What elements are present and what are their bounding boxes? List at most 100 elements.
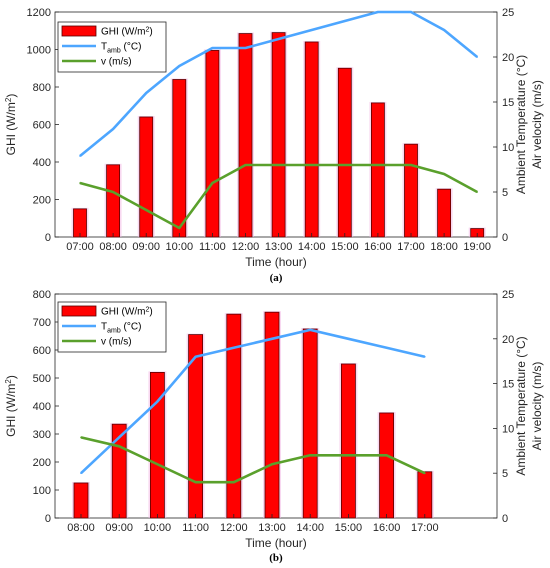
right-tick-label: 10 <box>502 142 514 154</box>
line-tamb-point <box>377 11 379 13</box>
bar-ghi <box>106 164 120 238</box>
y-axis-label-right-2: Air velocity (m/s) <box>530 362 544 451</box>
right-tick-label: 20 <box>502 334 514 346</box>
panel-caption: (b) <box>269 552 283 564</box>
x-tick-label: 12:00 <box>220 522 248 534</box>
line-tamb-point <box>244 47 247 49</box>
chart-panel-1: 0 200 400 600 800 1000 1200 0 5 10 15 20 25 07:00 08:0… <box>4 7 544 284</box>
left-tick-label: 0 <box>45 513 51 525</box>
line-velocity-point <box>377 164 379 166</box>
left-tick-label: 0 <box>45 232 51 244</box>
x-tick-label: 12:00 <box>232 241 260 253</box>
x-tick-label: 19:00 <box>463 241 491 253</box>
line-velocity-point <box>156 463 159 466</box>
line-velocity-point <box>194 481 197 483</box>
line-tamb-point <box>194 355 197 358</box>
bar-ghi <box>73 482 89 519</box>
left-tick-label: 400 <box>33 157 51 169</box>
x-tick-label: 10:00 <box>144 522 172 534</box>
line-tamb-point <box>156 400 159 403</box>
line-tamb-point <box>118 436 120 439</box>
x-tick-label: 09:00 <box>105 522 133 534</box>
panel-caption: (a) <box>270 272 283 284</box>
x-tick-label: 13:00 <box>258 522 286 534</box>
line-velocity-point <box>211 182 214 184</box>
x-tick-label: 11:00 <box>199 241 226 253</box>
line-velocity <box>80 436 426 484</box>
bar-ghi <box>264 311 280 519</box>
x-tick-label: 15:00 <box>335 522 363 534</box>
line-velocity-point <box>410 164 412 166</box>
line-velocity-point <box>79 182 81 184</box>
x-tick-label: 13:00 <box>265 241 293 253</box>
y-axis-label-left: GHI (W/m2) <box>4 375 18 437</box>
line-velocity-point <box>244 164 247 166</box>
line-velocity-point <box>145 209 147 211</box>
line-tamb-point <box>310 29 313 31</box>
line-tamb-point <box>178 65 181 67</box>
line-velocity-point <box>385 454 388 457</box>
x-tick-label: 08:00 <box>99 241 127 253</box>
line-velocity-point <box>277 164 280 166</box>
bar-ghi <box>337 67 352 238</box>
y-axis-label-left: GHI (W/m2) <box>4 94 18 156</box>
line-velocity-point <box>178 227 181 229</box>
left-tick-label: 600 <box>33 345 51 357</box>
left-tick-label: 200 <box>33 195 51 207</box>
line-tamb-point <box>309 329 312 331</box>
bar-ghi <box>73 208 87 238</box>
bar-ghi <box>172 79 187 238</box>
y-axis-label-right-1: Ambient Temperature (°C) <box>514 55 528 194</box>
legend: GHI (W/m2)Tamb (°C)v (m/s) <box>57 21 167 73</box>
right-tick-label: 20 <box>502 52 514 64</box>
line-tamb-point <box>277 38 280 40</box>
x-tick-label: 14:00 <box>298 241 326 253</box>
legend-label: v (m/s) <box>101 57 132 68</box>
x-tick-label: 17:00 <box>411 522 439 534</box>
right-tick-label: 15 <box>502 97 514 109</box>
y-axis-label-right-2: Air velocity (m/s) <box>530 80 544 169</box>
line-tamb-point <box>424 355 426 358</box>
left-tick-label: 400 <box>33 401 51 413</box>
legend-label: GHI (W/m2) <box>101 27 153 38</box>
line-velocity-point <box>118 445 120 448</box>
x-tick-label: 14:00 <box>296 522 324 534</box>
bar-ghi <box>404 143 418 238</box>
bar-ghi <box>379 412 395 519</box>
x-axis-label: Time (hour) <box>245 255 307 269</box>
legend-label: GHI (W/m2) <box>101 307 153 318</box>
left-tick-label: 800 <box>33 289 51 301</box>
line-tamb-point <box>385 346 388 349</box>
line-velocity-point <box>112 191 114 193</box>
bar-ghi <box>437 188 452 238</box>
left-tick-label: 1200 <box>27 7 51 19</box>
bar-ghi <box>370 102 385 238</box>
line-velocity-point <box>310 164 313 166</box>
bar-ghi <box>271 32 286 238</box>
line-velocity-point <box>344 164 346 166</box>
x-axis-label: Time (hour) <box>245 536 307 550</box>
line-velocity-point <box>347 454 350 457</box>
right-tick-label: 0 <box>502 232 508 244</box>
line-velocity-point <box>424 472 426 475</box>
right-tick-label: 5 <box>502 468 508 480</box>
left-tick-label: 200 <box>33 457 51 469</box>
legend-swatch-ghi <box>61 305 97 317</box>
line-tamb-point <box>80 472 82 475</box>
x-tick-label: 07:00 <box>66 241 94 253</box>
line-velocity-point <box>271 463 273 466</box>
x-tick-label: 16:00 <box>364 241 392 253</box>
line-tamb-point <box>233 346 235 349</box>
line-velocity-point <box>309 454 312 457</box>
line-tamb <box>80 328 426 475</box>
right-tick-label: 0 <box>502 513 508 525</box>
left-tick-label: 700 <box>33 317 51 329</box>
line-velocity-point <box>80 436 82 439</box>
bar-ghi <box>417 471 433 519</box>
bar-ghi <box>304 41 319 238</box>
right-tick-label: 5 <box>502 187 508 199</box>
x-tick-label: 17:00 <box>397 241 425 253</box>
line-tamb-point <box>145 92 147 94</box>
x-tick-label: 08:00 <box>67 522 95 534</box>
